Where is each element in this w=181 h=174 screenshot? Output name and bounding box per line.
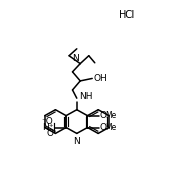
Text: O: O [100, 111, 106, 120]
Text: O: O [47, 129, 54, 138]
Text: O: O [100, 123, 106, 132]
Text: OH: OH [93, 74, 107, 83]
Text: ⁻O: ⁻O [42, 117, 54, 126]
Text: N⁺: N⁺ [42, 123, 54, 132]
Text: Me: Me [105, 111, 116, 120]
Text: N: N [73, 54, 79, 63]
Text: H: H [119, 10, 126, 20]
Text: N: N [73, 137, 80, 146]
Text: NH: NH [79, 92, 93, 101]
Text: Me: Me [105, 123, 116, 132]
Text: Cl: Cl [125, 10, 135, 20]
